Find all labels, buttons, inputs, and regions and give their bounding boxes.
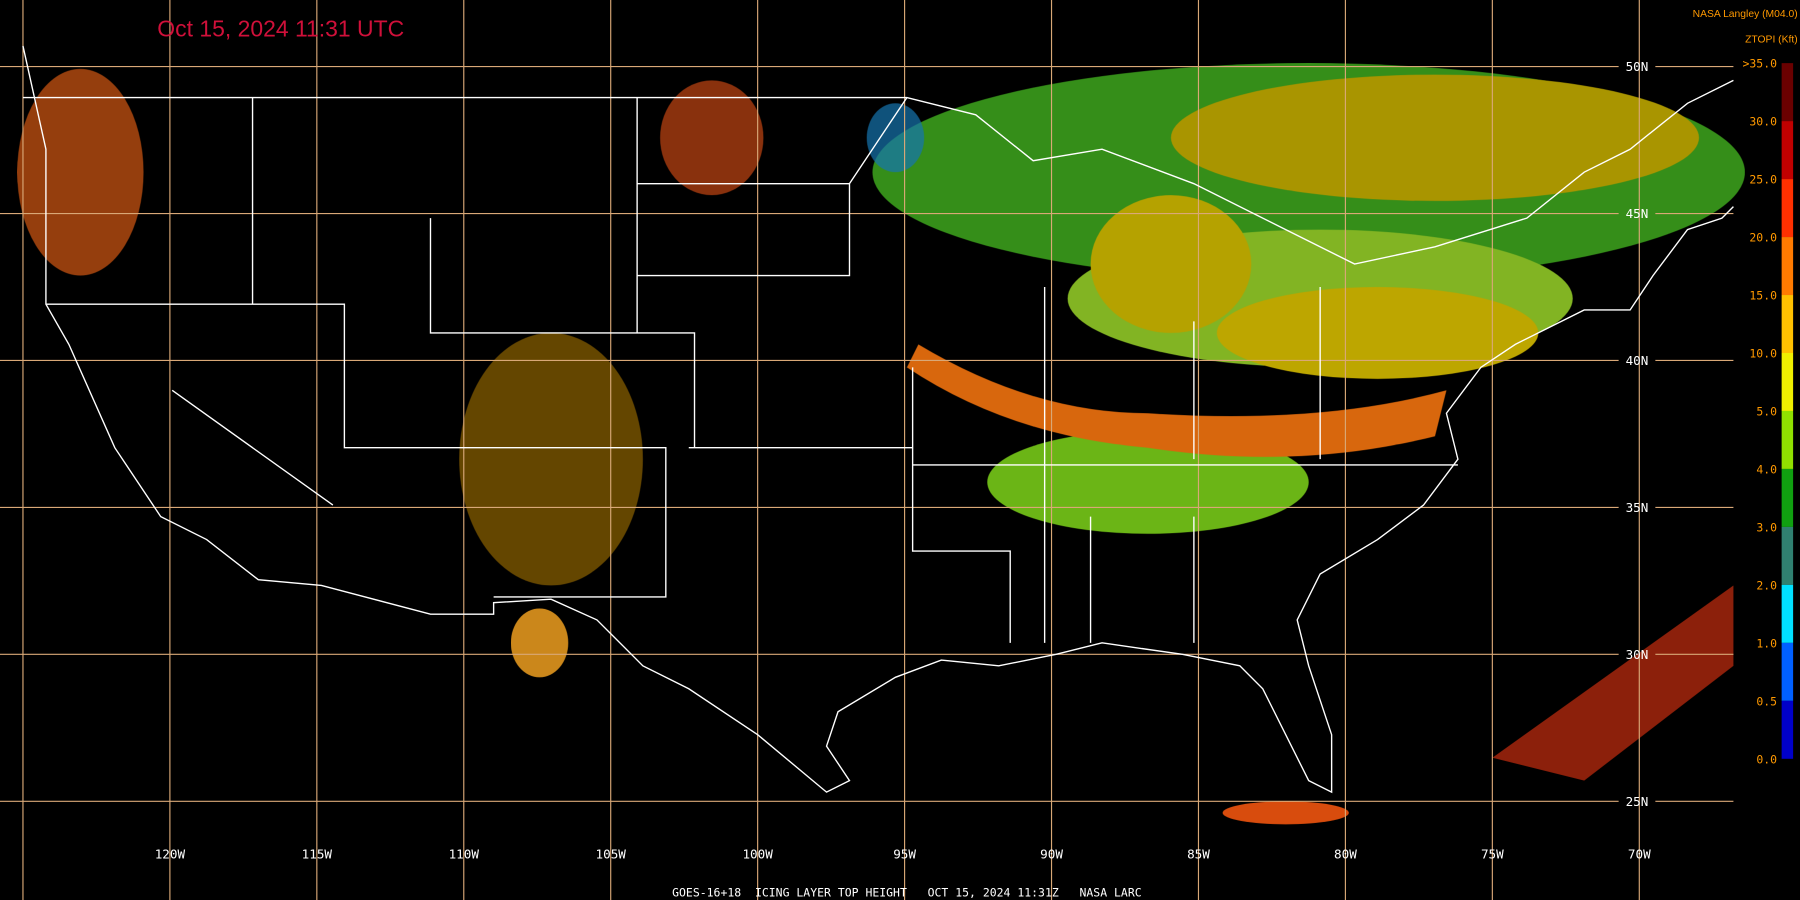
longitude-label: 110W xyxy=(449,847,480,862)
state-borders xyxy=(45,97,1458,643)
colorbar-label: 30.0 xyxy=(1749,115,1777,129)
latitude-label: 30N xyxy=(1626,647,1649,662)
latitude-label: 35N xyxy=(1626,500,1649,515)
colorbar-label: 1.0 xyxy=(1756,636,1777,650)
cloud-area xyxy=(660,80,764,196)
cloud-area xyxy=(866,103,925,173)
colorbar-segment xyxy=(1781,642,1794,701)
cloud-band xyxy=(906,344,1447,457)
cloud-area xyxy=(17,68,144,276)
longitude-label: 90W xyxy=(1040,847,1063,862)
coastline xyxy=(22,45,1734,794)
colorbar-segment xyxy=(1781,468,1794,527)
longitude-label: 80W xyxy=(1334,847,1357,862)
colorbar-segment xyxy=(1781,295,1794,353)
longitude-label: 70W xyxy=(1628,847,1651,862)
coastline xyxy=(22,45,1734,794)
colorbar-segment xyxy=(1781,179,1794,238)
colorbar-label: 15.0 xyxy=(1749,289,1777,303)
latitude-label: 40N xyxy=(1626,353,1649,368)
colorbar-segment xyxy=(1781,237,1794,296)
colorbar: >35.0 30.0 25.0 20.0 15.0 10.0 5.0 4.0 3.0 2.0 1.0… xyxy=(1743,57,1794,766)
longitude-label: 75W xyxy=(1481,847,1504,862)
colorbar-label: 20.0 xyxy=(1749,231,1777,245)
colorbar-label: 2.0 xyxy=(1756,578,1777,592)
colorbar-segment xyxy=(1781,352,1794,411)
cloud-area xyxy=(1216,286,1539,379)
colorbar-label: 10.0 xyxy=(1749,347,1777,361)
colorbar-label: >35.0 xyxy=(1743,57,1778,71)
cloud-area xyxy=(1222,801,1349,825)
colorbar-label: 0.0 xyxy=(1756,752,1777,766)
border xyxy=(22,79,1734,265)
graticule xyxy=(0,0,1734,900)
longitude-label: 115W xyxy=(302,847,333,862)
colorbar-label: 4.0 xyxy=(1756,463,1777,477)
labels: 120W 115W 110W 105W 100W 95W 90W 85W 80W 75W 70W 50… xyxy=(155,59,1651,862)
cloud-area xyxy=(459,332,643,586)
cloud-area xyxy=(1090,195,1252,333)
longitude-label: 120W xyxy=(155,847,186,862)
colorbar-segment xyxy=(1781,121,1794,180)
colorbar-segment xyxy=(1781,526,1794,585)
footer: GOES-16+18 ICING LAYER TOP HEIGHT OCT 15… xyxy=(672,886,1142,900)
latitude-label: 45N xyxy=(1626,206,1649,221)
colorbar-label: 25.0 xyxy=(1749,173,1777,187)
cloud-area xyxy=(1492,585,1734,781)
colorbar-segment xyxy=(1781,410,1794,469)
colorbar-segment xyxy=(1781,584,1794,643)
cloud-area xyxy=(510,608,569,678)
longitude-label: 105W xyxy=(596,847,627,862)
colorbar-label: 0.5 xyxy=(1756,694,1777,708)
longitude-label: 100W xyxy=(742,847,773,862)
product: ZTOPI (Kft) xyxy=(1745,34,1798,45)
colorbar-label: 5.0 xyxy=(1756,405,1777,419)
colorbar-label: 3.0 xyxy=(1756,521,1777,535)
provider: NASA Langley (M04.0) xyxy=(1693,9,1798,20)
colorbar-segment xyxy=(1781,63,1794,122)
longitude-label: 85W xyxy=(1187,847,1210,862)
latitude-label: 50N xyxy=(1626,59,1649,74)
title: Oct 15, 2024 11:31 UTC xyxy=(157,16,404,42)
latitude-label: 25N xyxy=(1626,794,1649,809)
cloud-area xyxy=(1170,74,1699,201)
colorbar-segment xyxy=(1781,700,1794,759)
longitude-label: 95W xyxy=(893,847,916,862)
